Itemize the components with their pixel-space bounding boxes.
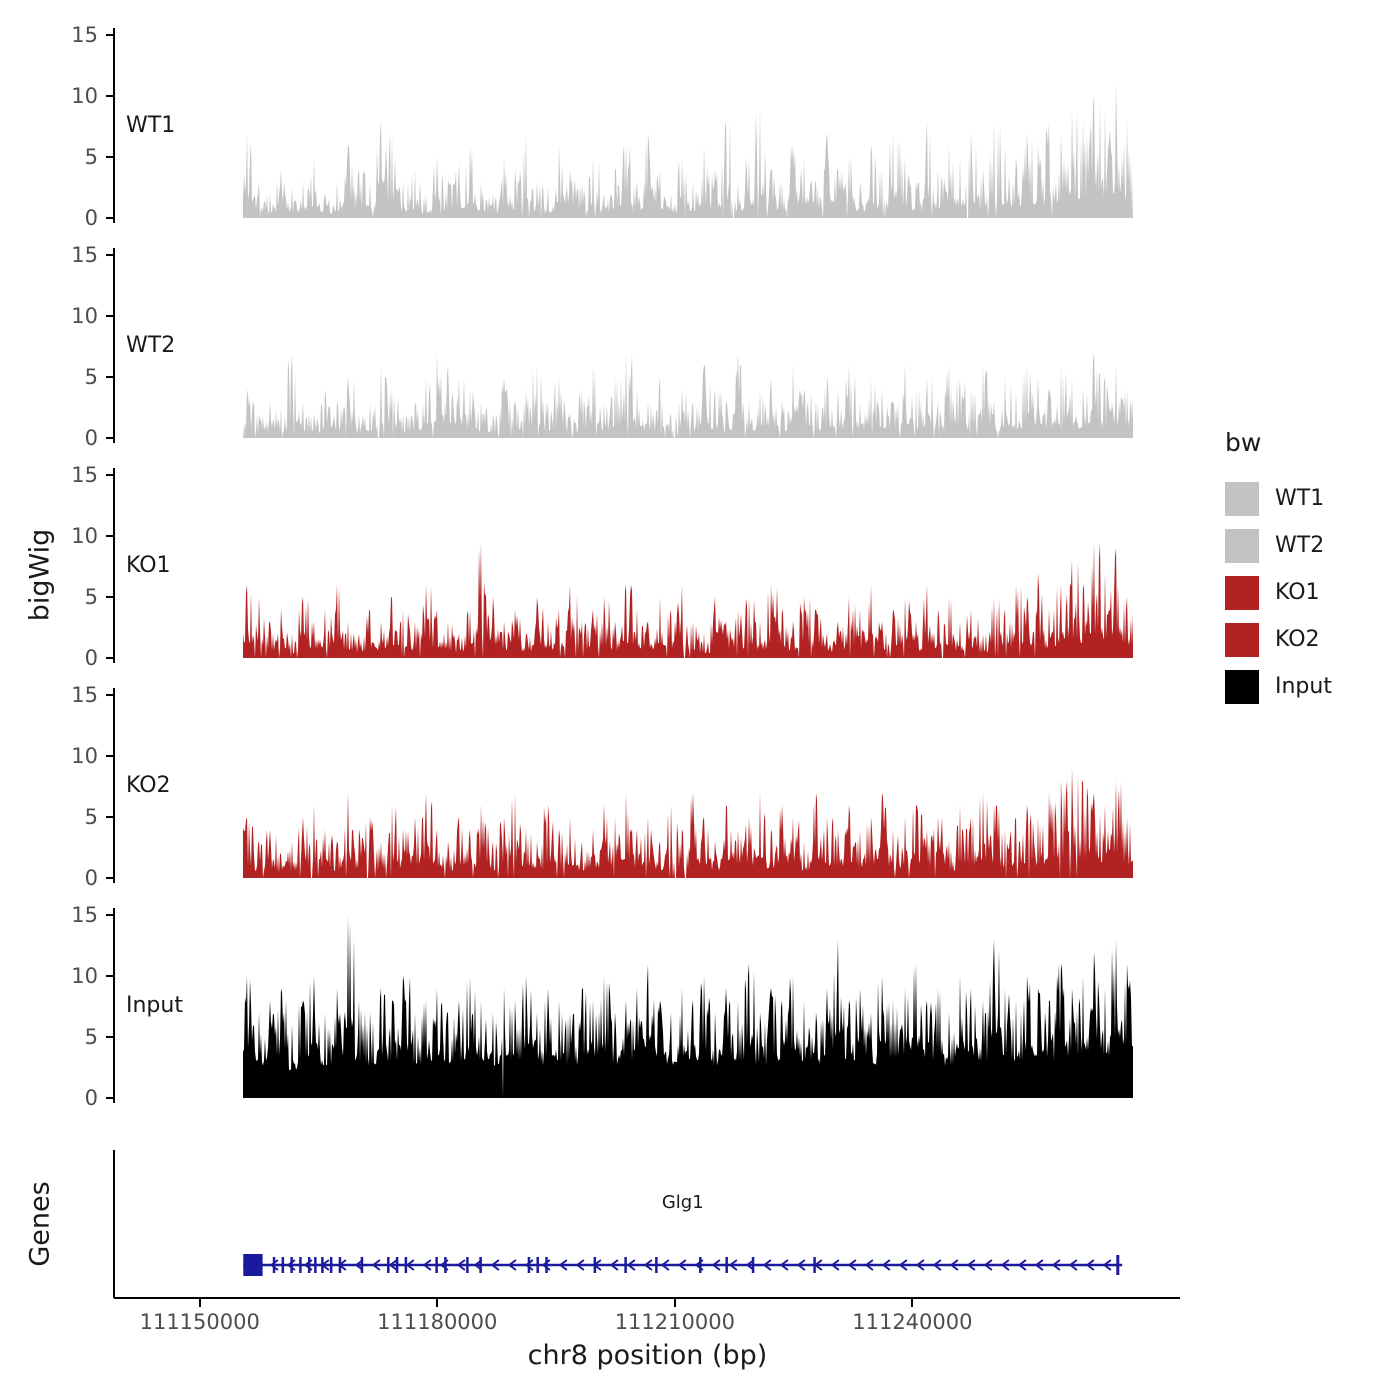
x-tick (436, 1299, 439, 1307)
y-tick (106, 535, 113, 537)
y-tick-label: 5 (84, 365, 98, 389)
y-tick-label: 15 (71, 463, 98, 487)
track-label-wt1: WT1 (126, 113, 176, 138)
legend-title: bw (1225, 428, 1262, 457)
y-axis-line-ko2 (113, 688, 115, 883)
y-tick-label: 5 (84, 1025, 98, 1049)
y-tick (106, 1036, 113, 1038)
y-tick-label: 15 (71, 683, 98, 707)
x-axis-line (114, 1297, 1180, 1299)
y-tick-label: 10 (71, 524, 98, 548)
legend: bw WT1 WT2 KO1 KO2 Input (1225, 428, 1332, 710)
x-tick (673, 1299, 676, 1307)
legend-entry-ko2: KO2 (1225, 616, 1332, 663)
y-tick-label: 15 (71, 243, 98, 267)
legend-swatch-ko1 (1225, 575, 1259, 610)
y-axis-title: bigWig (24, 528, 56, 622)
x-tick (198, 1299, 201, 1307)
coverage-track-input (243, 915, 1134, 1098)
track-label-ko2: KO2 (126, 773, 171, 798)
coverage-track-ko1 (243, 542, 1134, 658)
legend-entry-wt1: WT1 (1225, 475, 1332, 522)
track-label-ko1: KO1 (126, 553, 171, 578)
y-tick-label: 15 (71, 23, 98, 47)
legend-entry-ko1: KO1 (1225, 569, 1332, 616)
y-tick (106, 596, 113, 598)
gene-label: Glg1 (662, 1192, 704, 1213)
y-tick (106, 34, 113, 36)
y-tick (106, 156, 113, 158)
y-axis-line-input (113, 908, 115, 1103)
y-tick-label: 0 (84, 646, 98, 670)
y-tick-label: 5 (84, 145, 98, 169)
legend-label: KO2 (1275, 627, 1320, 652)
legend-swatch-ko2 (1225, 622, 1259, 657)
legend-entry-wt2: WT2 (1225, 522, 1332, 569)
y-tick-label: 0 (84, 866, 98, 890)
y-tick (106, 376, 113, 378)
legend-label: WT1 (1275, 486, 1325, 511)
y-tick-label: 5 (84, 805, 98, 829)
y-tick-label: 15 (71, 903, 98, 927)
y-tick (106, 877, 113, 879)
y-tick (106, 437, 113, 439)
coverage-track-wt1 (243, 83, 1134, 218)
y-axis-line-wt1 (113, 28, 115, 223)
y-tick-label: 0 (84, 426, 98, 450)
y-tick-label: 0 (84, 1086, 98, 1110)
y-tick (106, 755, 113, 757)
x-axis-title: chr8 position (bp) (527, 1340, 768, 1371)
y-tick (106, 914, 113, 916)
y-tick (106, 694, 113, 696)
y-tick-label: 0 (84, 206, 98, 230)
y-tick (106, 816, 113, 818)
gene-model-glg1: Glg1 (243, 1192, 1123, 1276)
y-tick (106, 474, 113, 476)
legend-entry-input: Input (1225, 663, 1332, 710)
y-tick (106, 95, 113, 97)
y-axis-line-wt2 (113, 248, 115, 443)
y-tick (106, 254, 113, 256)
x-tick-label: 111150000 (139, 1310, 260, 1334)
genes-axis-line (113, 1150, 115, 1298)
y-tick-label: 10 (71, 84, 98, 108)
x-tick-label: 111210000 (614, 1310, 735, 1334)
x-tick-label: 111180000 (377, 1310, 498, 1334)
y-tick (106, 1097, 113, 1099)
coverage-track-wt2 (243, 352, 1134, 438)
y-axis-line-ko1 (113, 468, 115, 663)
y-tick (106, 657, 113, 659)
legend-label: KO1 (1275, 580, 1320, 605)
x-tick-label: 111240000 (852, 1310, 973, 1334)
legend-label: Input (1275, 674, 1332, 699)
y-tick (106, 975, 113, 977)
track-label-wt2: WT2 (126, 333, 176, 358)
legend-swatch-wt2 (1225, 528, 1259, 563)
legend-swatch-input (1225, 669, 1259, 704)
legend-label: WT2 (1275, 533, 1325, 558)
x-tick (911, 1299, 914, 1307)
y-tick-label: 10 (71, 964, 98, 988)
genes-axis-title: Genes (24, 1181, 56, 1267)
y-tick-label: 10 (71, 304, 98, 328)
y-tick (106, 217, 113, 219)
y-tick-label: 5 (84, 585, 98, 609)
track-label-input: Input (126, 993, 183, 1018)
legend-entries: WT1 WT2 KO1 KO2 Input (1225, 475, 1332, 710)
y-tick-label: 10 (71, 744, 98, 768)
coverage-track-ko2 (243, 768, 1134, 878)
y-tick (106, 315, 113, 317)
legend-swatch-wt1 (1225, 481, 1259, 516)
